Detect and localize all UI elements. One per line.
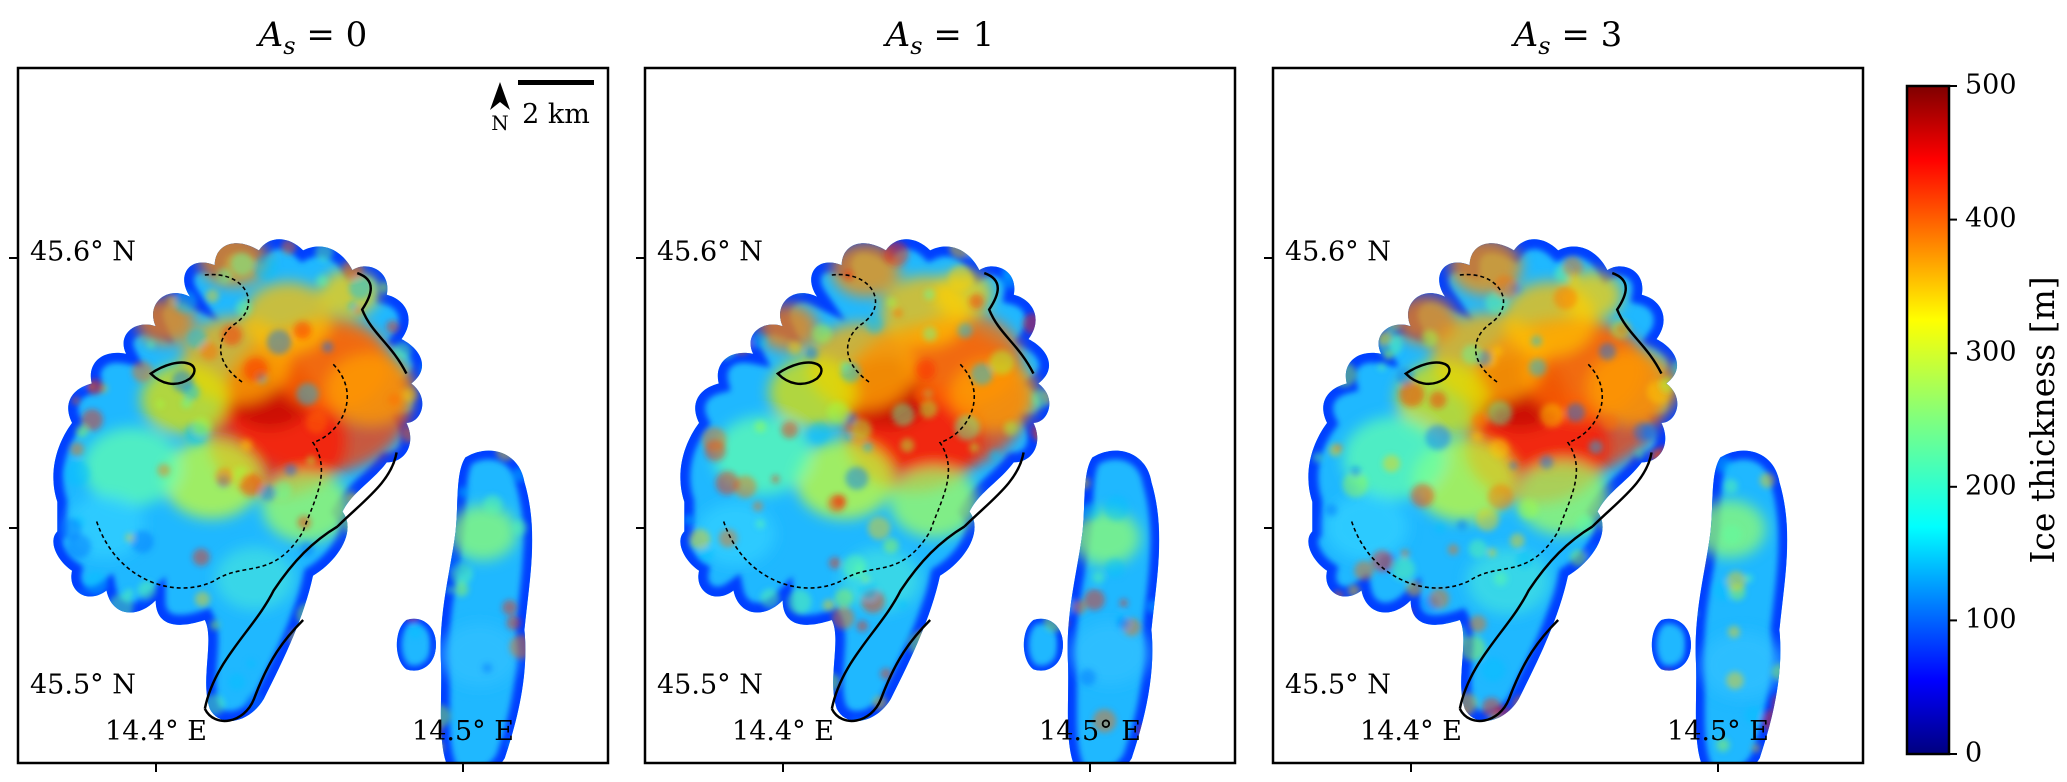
coastline bbox=[1458, 271, 1663, 710]
lat-label: 45.5° N bbox=[1285, 670, 1391, 701]
dashed-contour bbox=[95, 363, 349, 589]
solid-contour bbox=[1403, 361, 1451, 386]
dashed-contour bbox=[204, 273, 250, 385]
lon-label: 14.4° E bbox=[105, 716, 207, 747]
lat-label: 45.6° N bbox=[30, 237, 136, 268]
colorbar-tick-label: 100 bbox=[1965, 604, 2017, 635]
map-panel-2: 45.6° N 45.5° N 14.4° E 14.5° E As = 1 bbox=[636, 15, 1237, 772]
north-label: N bbox=[491, 111, 509, 135]
coastline bbox=[1458, 619, 1560, 723]
lat-label: 45.5° N bbox=[657, 670, 763, 701]
panel-title: As = 3 bbox=[1511, 15, 1623, 60]
coastline bbox=[830, 271, 1035, 710]
colorbar-gradient bbox=[1905, 84, 1951, 756]
lon-label: 14.5° E bbox=[412, 716, 514, 747]
scale-bar bbox=[518, 80, 594, 85]
scale-bar-label: 2 km bbox=[522, 99, 590, 130]
lon-label: 14.5° E bbox=[1039, 716, 1141, 747]
colorbar-tick-label: 400 bbox=[1965, 203, 2017, 234]
lon-label: 14.4° E bbox=[732, 716, 834, 747]
dashed-contour bbox=[1459, 273, 1505, 385]
dashed-contour bbox=[722, 363, 976, 589]
coastline bbox=[203, 619, 305, 723]
solid-contour bbox=[775, 361, 823, 386]
map-panel-3: 45.6° N 45.5° N 14.4° E 14.5° E As = 3 bbox=[1264, 15, 1865, 772]
lon-label: 14.5° E bbox=[1667, 716, 1769, 747]
coastline bbox=[203, 271, 408, 710]
colorbar-tick-label: 500 bbox=[1965, 70, 2017, 101]
lon-label: 14.4° E bbox=[1360, 716, 1462, 747]
dashed-contour bbox=[831, 273, 877, 385]
panel-frame bbox=[643, 66, 1237, 765]
panel-frame bbox=[16, 66, 610, 765]
colorbar-tick-label: 200 bbox=[1965, 470, 2017, 501]
panel-title: As = 1 bbox=[883, 15, 995, 60]
lat-label: 45.6° N bbox=[657, 237, 763, 268]
colorbar: 0 100 200 300 400 500 Ice thickness [m] bbox=[1905, 70, 2062, 769]
north-arrow-icon bbox=[490, 82, 510, 110]
solid-contour bbox=[148, 361, 196, 386]
lat-label: 45.5° N bbox=[30, 670, 136, 701]
colorbar-tick-label: 0 bbox=[1965, 738, 1982, 769]
coastline bbox=[830, 619, 932, 723]
map-panel-1: 45.6° N 45.5° N 14.4° E 14.5° E As = 0 N 2 km bbox=[9, 15, 610, 772]
panel-frame bbox=[1271, 66, 1865, 765]
panel-title: As = 0 bbox=[256, 15, 368, 60]
colorbar-label: Ice thickness [m] bbox=[2023, 276, 2062, 563]
lat-label: 45.6° N bbox=[1285, 237, 1391, 268]
dashed-contour bbox=[1350, 363, 1604, 589]
colorbar-tick-label: 300 bbox=[1965, 337, 2017, 368]
